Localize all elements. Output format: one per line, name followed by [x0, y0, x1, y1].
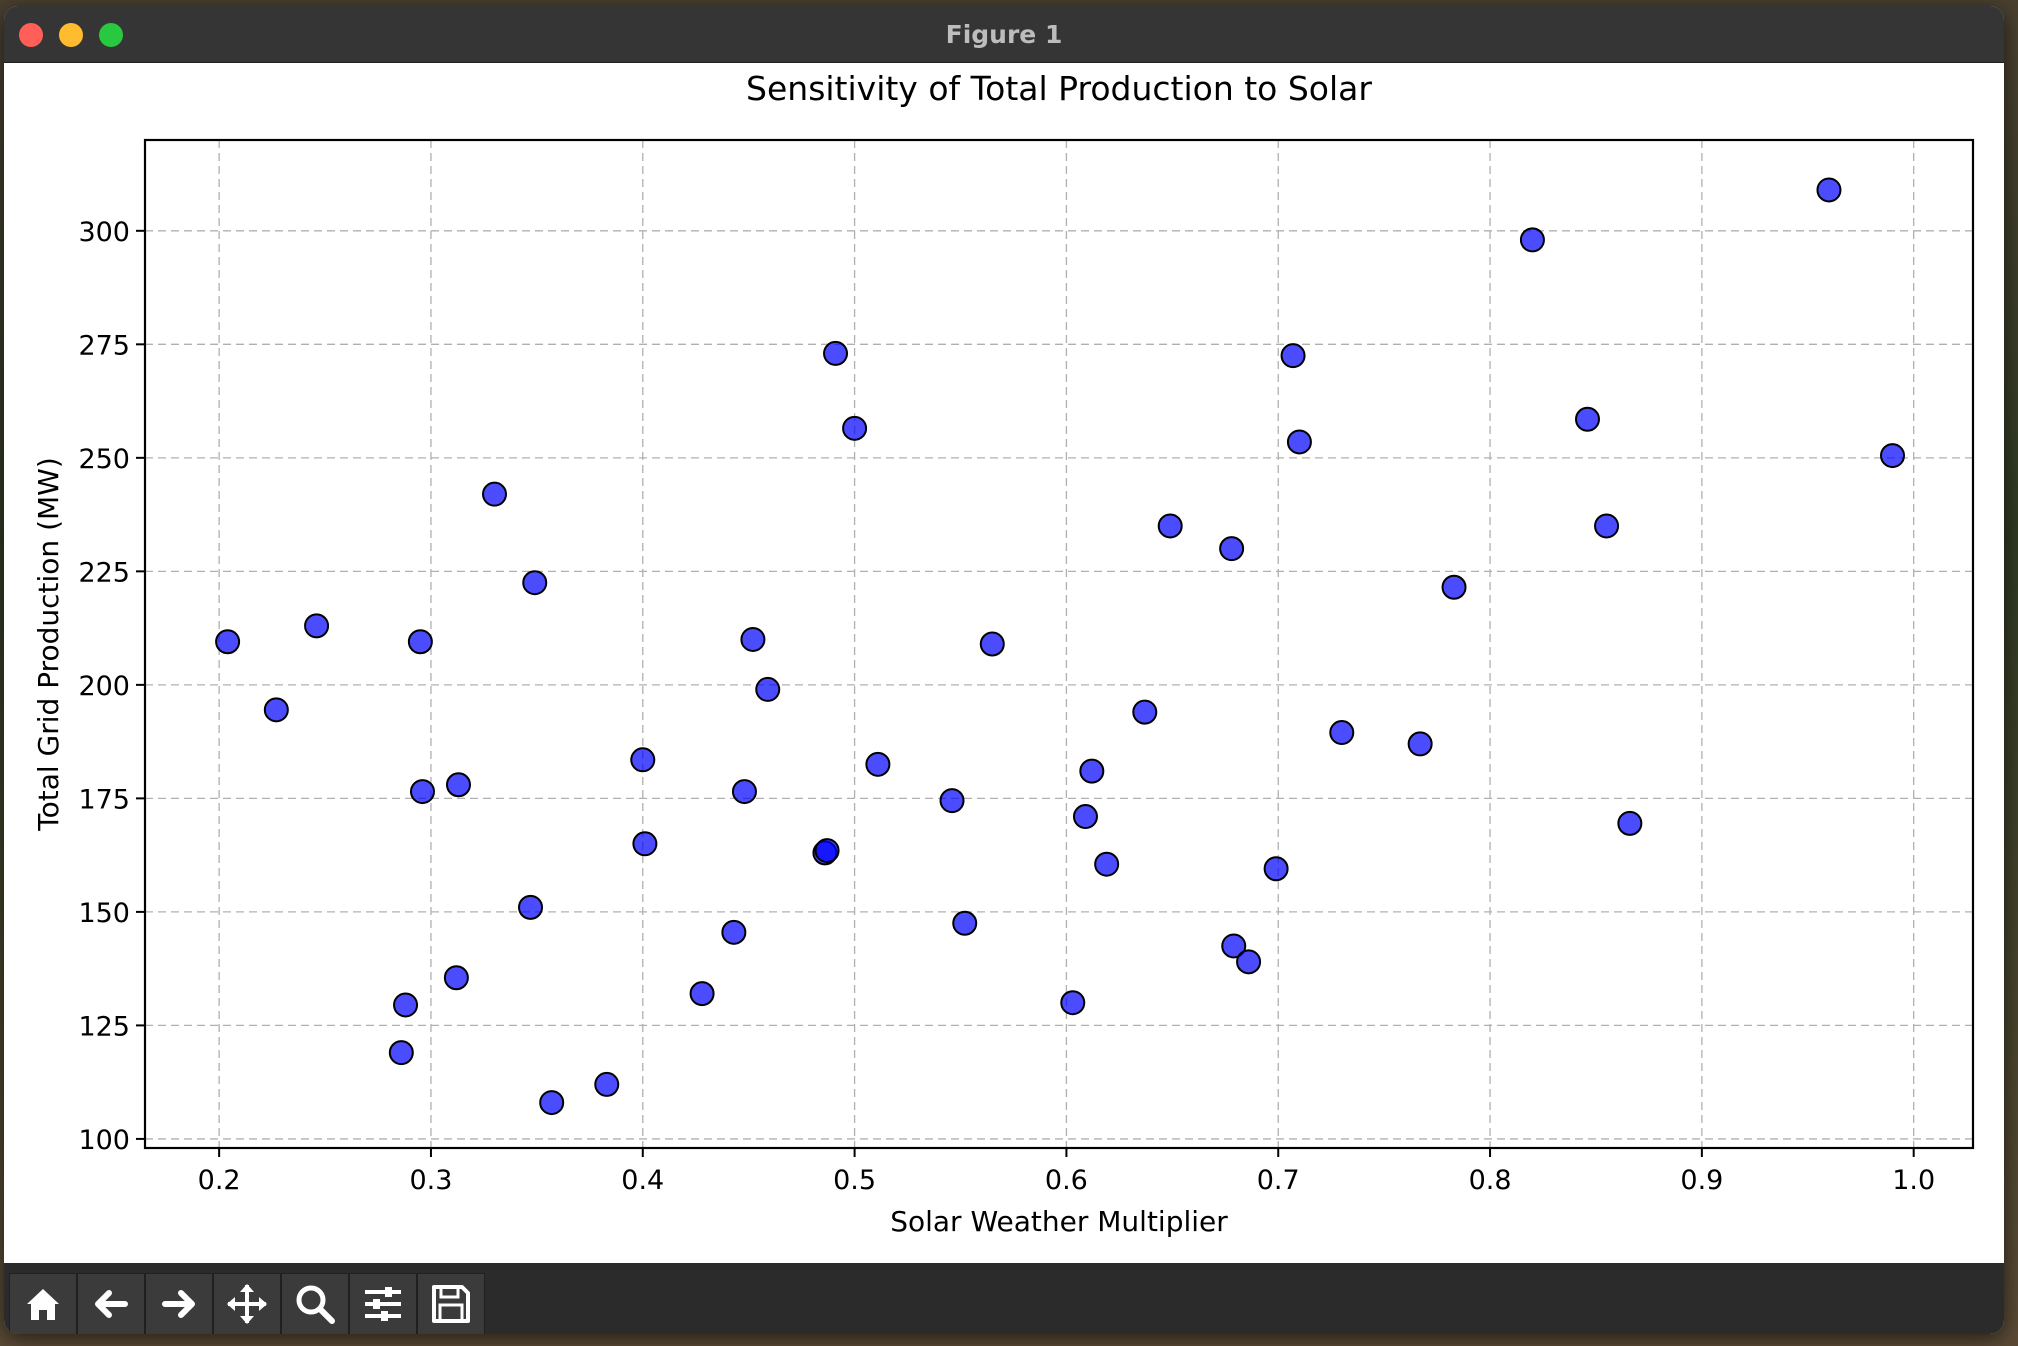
data-point — [1236, 949, 1262, 975]
data-point — [393, 992, 419, 1018]
data-point — [539, 1090, 565, 1116]
sliders-icon — [365, 1287, 401, 1321]
axis-ticks: 0.2 0.3 0.4 0.5 0.6 0.7 0.8 0.9 1.0 100 125 150 175 2… — [78, 217, 1935, 1196]
data-point — [1594, 513, 1620, 539]
x-tick-label: 0.4 — [621, 1165, 664, 1196]
x-axis-label: Solar Weather Multiplier — [890, 1205, 1228, 1238]
chart-title: Sensitivity of Total Production to Solar — [746, 69, 1372, 108]
data-point — [1094, 851, 1120, 877]
y-tick-label: 125 — [78, 1011, 130, 1042]
data-point — [522, 570, 548, 596]
data-point — [755, 676, 781, 702]
data-point — [952, 910, 978, 936]
data-point — [689, 981, 715, 1007]
x-tick-label: 1.0 — [1892, 1165, 1935, 1196]
data-point — [865, 751, 891, 777]
data-point — [823, 340, 849, 366]
x-tick-label: 0.3 — [409, 1165, 452, 1196]
x-tick-label: 0.5 — [833, 1165, 876, 1196]
maximize-button[interactable] — [99, 23, 123, 47]
data-point — [1079, 758, 1105, 784]
data-point — [814, 838, 840, 864]
y-tick-label: 300 — [78, 217, 130, 248]
data-point — [1280, 343, 1306, 369]
close-button[interactable] — [19, 23, 43, 47]
data-point — [1219, 536, 1245, 562]
plot-frame — [143, 138, 1975, 1150]
x-tick-label: 0.9 — [1680, 1165, 1723, 1196]
navigation-toolbar — [4, 1263, 2004, 1334]
forward-button[interactable] — [145, 1273, 213, 1334]
data-point — [263, 697, 289, 723]
data-point — [1132, 699, 1158, 725]
data-point — [443, 965, 469, 991]
data-point — [1157, 513, 1183, 539]
grid-lines — [145, 140, 1973, 1148]
minimize-button[interactable] — [59, 23, 83, 47]
data-point — [939, 788, 965, 814]
back-button[interactable] — [77, 1273, 145, 1334]
data-point — [731, 779, 757, 805]
move-icon — [227, 1284, 267, 1324]
y-tick-label: 275 — [78, 330, 130, 361]
data-point — [594, 1071, 620, 1097]
y-tick-label: 200 — [78, 671, 130, 702]
data-point — [1221, 933, 1247, 959]
data-point — [630, 747, 656, 773]
scatter-chart: 0.2 0.3 0.4 0.5 0.6 0.7 0.8 0.9 1.0 100 125 150 175 2… — [32, 69, 1975, 1238]
y-tick-label: 150 — [78, 898, 130, 929]
data-point — [1880, 443, 1906, 469]
save-button[interactable] — [417, 1273, 485, 1334]
data-point — [388, 1040, 414, 1066]
x-tick-label: 0.8 — [1469, 1165, 1512, 1196]
data-point — [1816, 177, 1842, 203]
zoom-button[interactable] — [281, 1273, 349, 1334]
magnifier-icon — [296, 1285, 335, 1324]
data-point — [1263, 856, 1289, 882]
x-tick-label: 0.6 — [1045, 1165, 1088, 1196]
data-point — [721, 919, 747, 945]
data-point — [1072, 804, 1098, 830]
home-icon — [27, 1289, 59, 1320]
y-axis-label: Total Grid Production (MW) — [32, 457, 65, 832]
window-title: Figure 1 — [945, 20, 1063, 49]
data-point — [407, 629, 433, 655]
x-tick-label: 0.7 — [1257, 1165, 1300, 1196]
x-tick-label: 0.2 — [198, 1165, 241, 1196]
data-point — [1286, 429, 1312, 455]
arrow-right-icon — [162, 1290, 195, 1318]
data-point — [842, 415, 868, 441]
data-point — [1574, 406, 1600, 432]
title-bar: Figure 1 — [4, 6, 2004, 63]
home-button[interactable] — [9, 1273, 77, 1334]
data-point — [1060, 990, 1086, 1016]
data-point — [518, 894, 544, 920]
data-points — [215, 177, 1906, 1116]
figure-canvas[interactable]: 0.2 0.3 0.4 0.5 0.6 0.7 0.8 0.9 1.0 100 125 150 175 2… — [4, 63, 2004, 1263]
data-point — [1519, 227, 1545, 253]
y-tick-label: 225 — [78, 557, 130, 588]
data-point — [632, 831, 658, 857]
data-point — [740, 626, 766, 652]
data-point — [1407, 731, 1433, 757]
data-point — [1329, 720, 1355, 746]
floppy-disk-icon — [432, 1285, 470, 1323]
data-point — [215, 629, 241, 655]
configure-subplots-button[interactable] — [349, 1273, 417, 1334]
y-tick-label: 250 — [78, 444, 130, 475]
arrow-left-icon — [95, 1290, 128, 1318]
y-tick-label: 100 — [78, 1125, 130, 1156]
pan-button[interactable] — [213, 1273, 281, 1334]
data-point — [979, 631, 1005, 657]
data-point — [1441, 574, 1467, 600]
data-point — [409, 779, 435, 805]
data-point — [445, 772, 471, 798]
data-point — [1617, 810, 1643, 836]
data-point — [482, 481, 508, 507]
data-point — [304, 613, 330, 639]
figure-window: Figure 1 0.2 0.3 0.4 0.5 0.6 0.7 0.8 0.9 1.0 100 1… — [4, 6, 2004, 1334]
y-tick-label: 175 — [78, 784, 130, 815]
